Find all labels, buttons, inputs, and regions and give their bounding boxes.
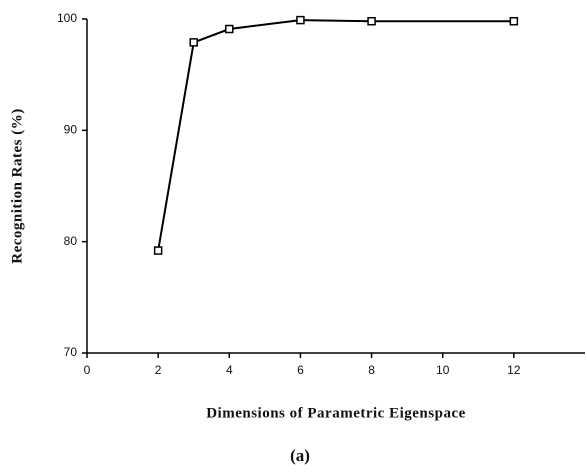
data-point	[189, 38, 198, 47]
caption: (a)	[290, 446, 310, 465]
x-tick-label: 2	[155, 363, 162, 377]
y-tick-label: 100	[57, 11, 77, 25]
x-tick-label: 0	[84, 363, 91, 377]
data-line	[157, 19, 514, 251]
x-tick-label: 4	[226, 363, 233, 377]
data-point	[296, 15, 305, 25]
y-axis-title: Recognition Rates (%)	[9, 108, 25, 263]
x-tick-label: 8	[368, 363, 375, 377]
y-tick-label: 70	[64, 345, 78, 359]
data-point	[367, 16, 376, 26]
x-axis-title: Dimensions of Parametric Eigenspace	[206, 405, 466, 421]
data-point	[225, 24, 234, 34]
data-point	[509, 16, 519, 26]
x-tick-label: 6	[297, 363, 304, 377]
data-point	[153, 246, 163, 255]
y-tick-label: 80	[64, 234, 78, 248]
y-tick-label: 90	[64, 123, 78, 137]
x-tick-label: 12	[507, 363, 521, 377]
x-tick-label: 10	[436, 363, 450, 377]
